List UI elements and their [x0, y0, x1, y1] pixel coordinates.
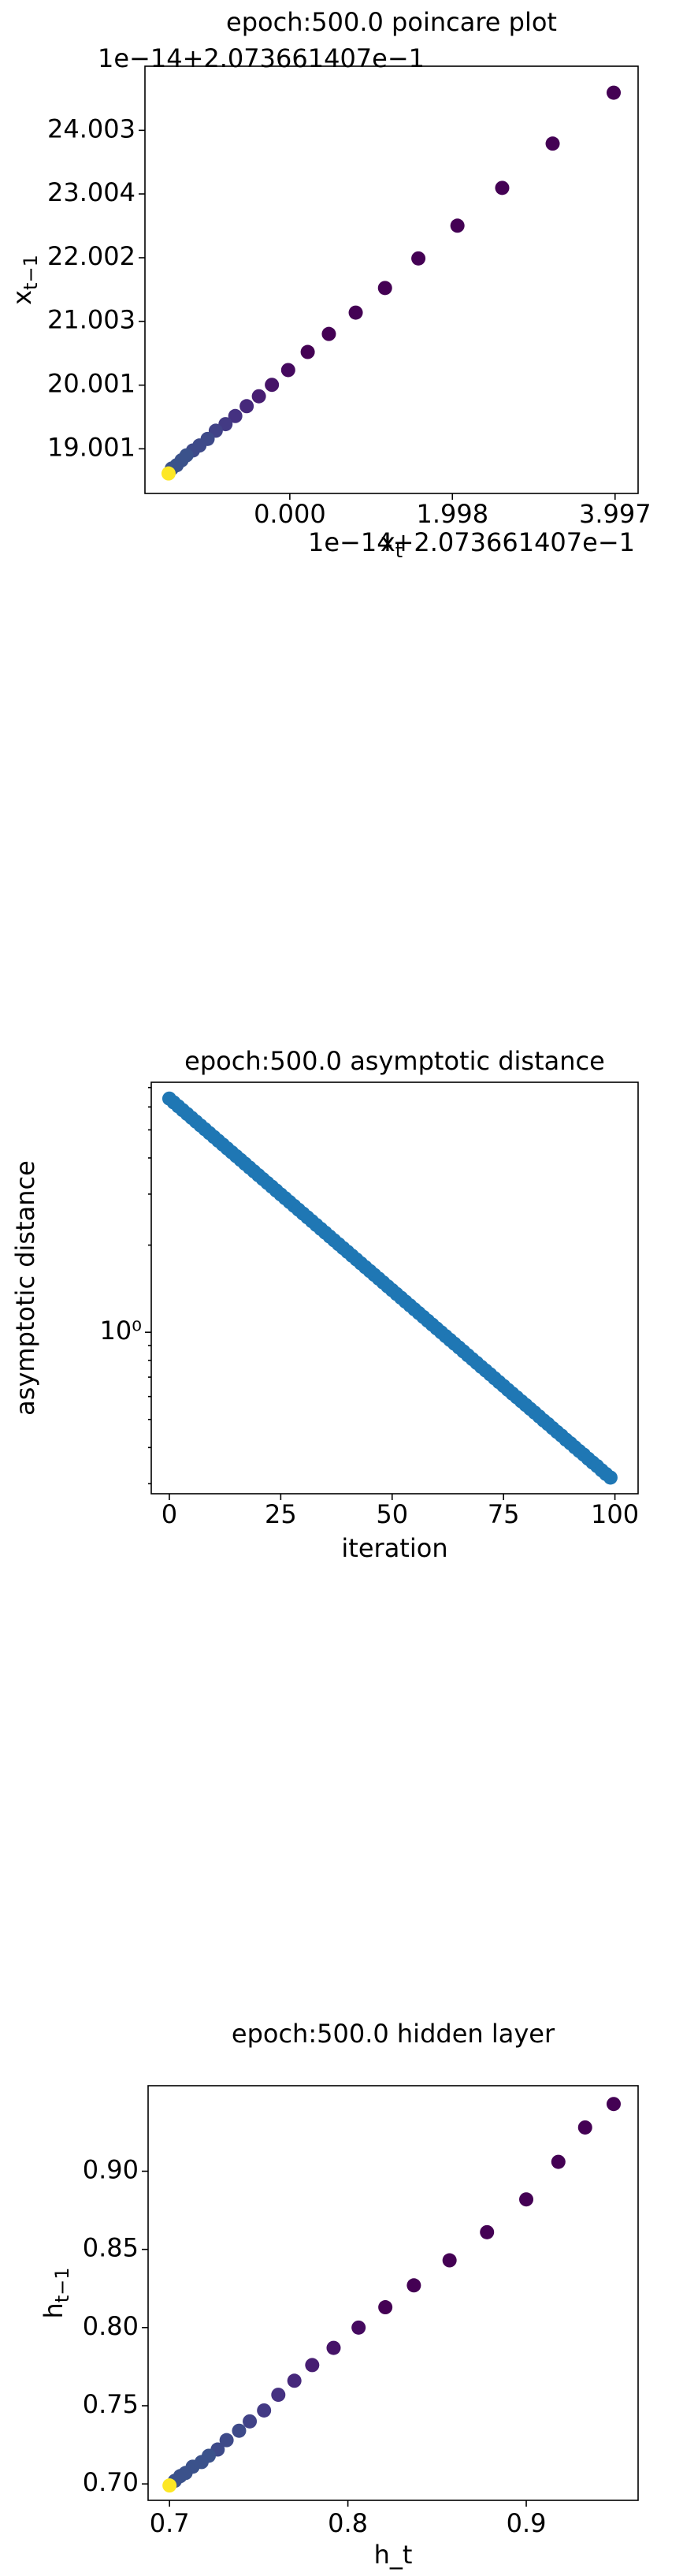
y-axis-label-sub: t−1 [51, 2267, 73, 2302]
x-tick-label: 25 [265, 1499, 297, 1529]
x-tick-label: 0.7 [150, 2508, 190, 2538]
point [321, 326, 336, 341]
point [377, 281, 392, 296]
y-tick-label: 0.90 [83, 2154, 139, 2184]
y-tick-label: 21.003 [47, 305, 135, 335]
y-axis-label: ht−1 [39, 2267, 73, 2318]
point [406, 2278, 421, 2293]
y-tick-label: 0.70 [83, 2467, 139, 2497]
point [300, 344, 315, 359]
y-axis-label-main: h [39, 2302, 69, 2318]
point [257, 2403, 272, 2418]
y-tick-label: 10⁰ [99, 1316, 142, 1346]
point [280, 363, 295, 378]
x-offset-label: 1e−14+2.073661407e−1 [308, 527, 635, 557]
x-axis-label-main: x [380, 527, 395, 557]
chart-title: epoch:500.0 poincare plot [226, 7, 557, 37]
point [239, 399, 254, 414]
point [326, 2340, 341, 2355]
x-axis-label: h_t [374, 2540, 413, 2570]
x-tick-label: 1.998 [416, 499, 488, 529]
point [219, 2433, 234, 2448]
y-tick-label: 20.001 [47, 369, 135, 399]
x-axis-label: xt [380, 527, 403, 562]
point [606, 2097, 621, 2112]
point [442, 2253, 457, 2268]
y-axis-label-sub: t−1 [20, 255, 42, 290]
point [351, 2320, 366, 2335]
point [450, 218, 465, 233]
point [243, 2414, 258, 2429]
x-tick-label: 0 [161, 1499, 177, 1529]
point [265, 378, 280, 393]
y-axis-label: asymptotic distance [10, 1160, 40, 1416]
axes-frame [150, 1081, 639, 1495]
x-axis-label: iteration [341, 1533, 447, 1563]
x-tick-label: 50 [376, 1499, 408, 1529]
point [271, 2388, 286, 2403]
point [480, 2224, 495, 2239]
point [251, 389, 266, 404]
point [603, 1470, 618, 1485]
axes-frame [147, 2085, 639, 2501]
point [162, 2478, 177, 2493]
chart-title: epoch:500.0 hidden layer [232, 2019, 555, 2049]
point [519, 2192, 534, 2207]
y-tick-label: 22.002 [47, 241, 135, 271]
point [228, 408, 243, 423]
point [287, 2373, 302, 2388]
point [378, 2300, 393, 2315]
y-tick-label: 24.003 [47, 114, 135, 143]
y-tick-label: 0.80 [83, 2311, 139, 2341]
x-axis-label-sub: t [395, 540, 403, 562]
y-offset-label: 1e−14+2.073661407e−1 [98, 43, 425, 73]
point [348, 305, 363, 320]
y-tick-label: 0.75 [83, 2389, 139, 2419]
y-axis-label: xt−1 [7, 255, 42, 305]
x-tick-label: 0.000 [254, 499, 326, 529]
x-tick-label: 0.9 [507, 2508, 547, 2538]
x-tick-label: 3.997 [579, 499, 651, 529]
chart-title: epoch:500.0 asymptotic distance [184, 1046, 605, 1076]
point [161, 466, 176, 481]
point [411, 251, 426, 266]
y-tick-label: 0.85 [83, 2233, 139, 2263]
point [232, 2423, 247, 2438]
point [495, 181, 510, 195]
axes-frame [144, 65, 639, 494]
point [545, 136, 560, 151]
point [577, 2120, 592, 2135]
x-tick-label: 75 [488, 1499, 520, 1529]
point [607, 85, 622, 100]
y-tick-label: 23.004 [47, 177, 135, 207]
y-tick-label: 19.001 [47, 432, 135, 462]
point [305, 2358, 320, 2373]
x-tick-label: 0.8 [328, 2508, 368, 2538]
point [551, 2154, 566, 2169]
x-tick-label: 100 [591, 1499, 639, 1529]
y-axis-label-main: x [7, 290, 37, 305]
